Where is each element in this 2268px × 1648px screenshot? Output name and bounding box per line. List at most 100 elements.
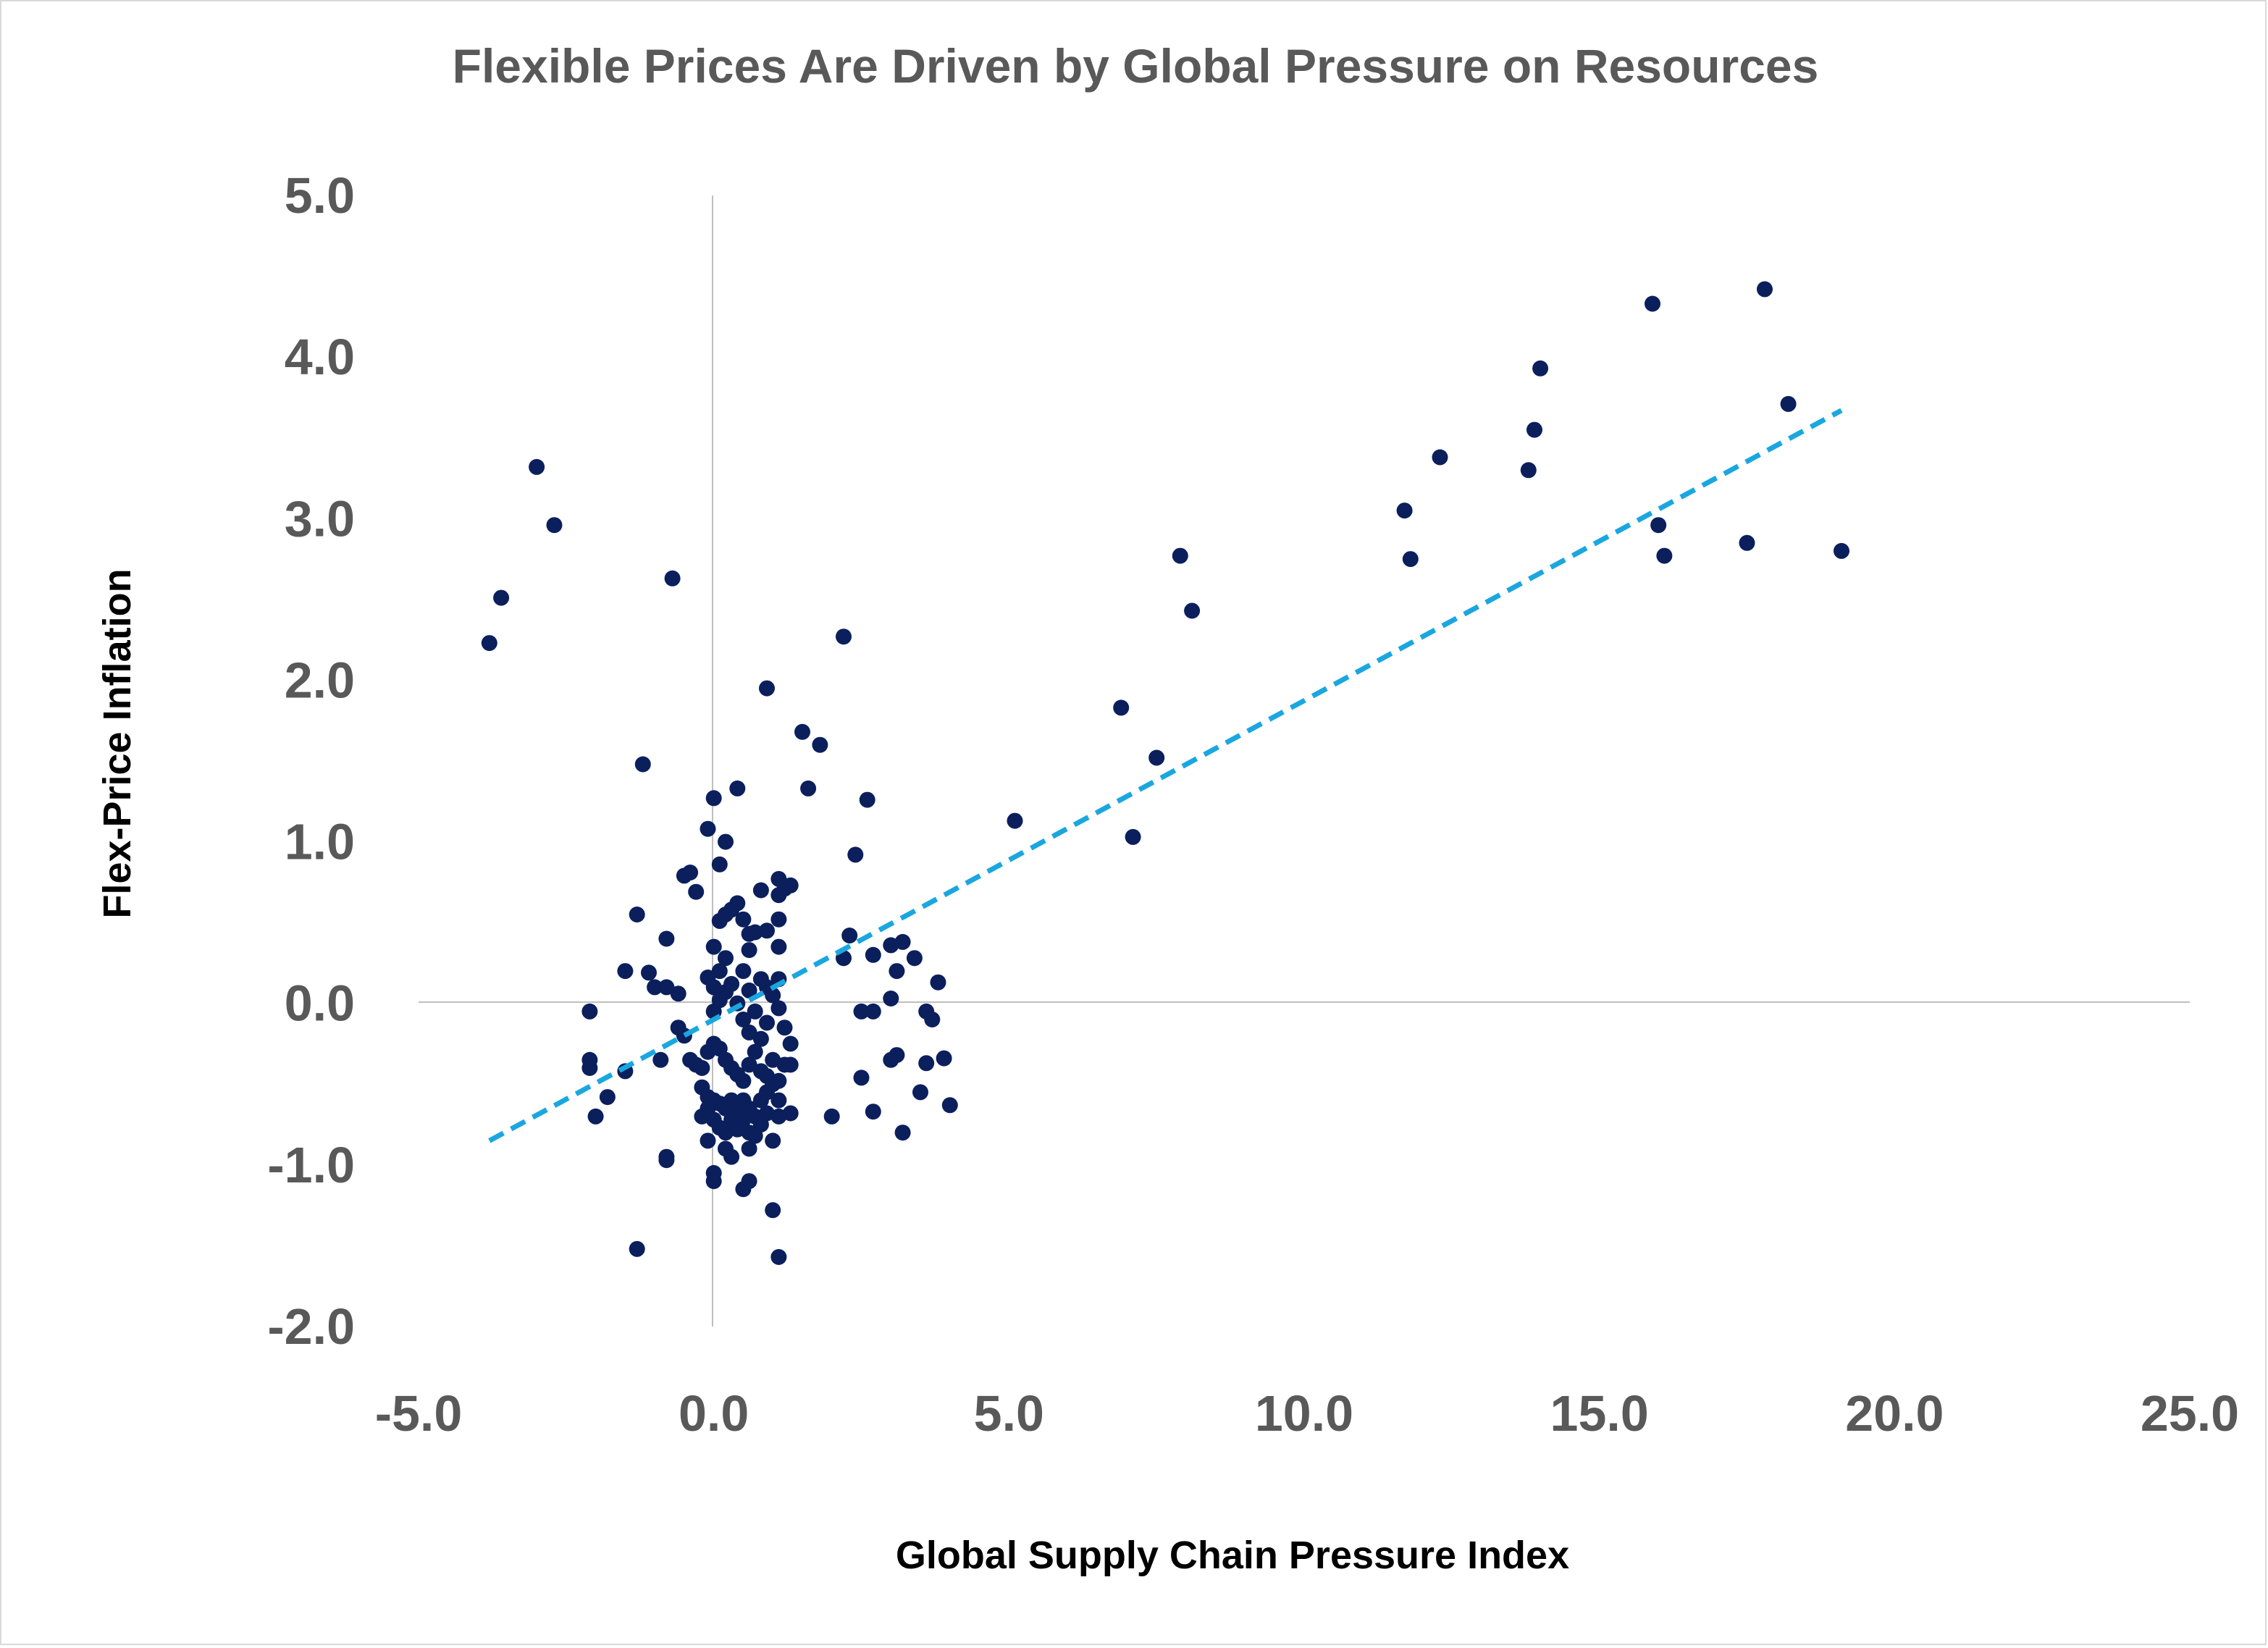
data-point — [1656, 547, 1673, 564]
data-point — [1396, 503, 1413, 519]
data-point — [1834, 542, 1849, 559]
data-point — [581, 1060, 598, 1076]
data-point — [741, 1024, 757, 1040]
data-point — [718, 833, 734, 850]
data-point — [841, 928, 858, 943]
y-tick-label: 1.0 — [285, 814, 355, 870]
data-point — [634, 756, 651, 773]
data-point — [658, 1152, 675, 1169]
data-point — [729, 895, 746, 912]
data-point — [688, 883, 705, 900]
data-point — [770, 1072, 787, 1089]
data-point — [883, 991, 899, 1006]
data-point — [1739, 534, 1755, 551]
data-point — [894, 933, 911, 950]
y-tick-label: 5.0 — [285, 167, 355, 224]
data-point — [694, 1060, 710, 1076]
data-point — [906, 950, 923, 967]
data-point — [546, 517, 563, 534]
data-point — [770, 1108, 787, 1124]
data-point — [735, 963, 752, 980]
data-point — [894, 1124, 911, 1141]
data-point — [481, 635, 497, 652]
y-tick-label: 4.0 — [285, 329, 355, 385]
data-point — [747, 1043, 763, 1060]
y-tick-label: 3.0 — [285, 490, 355, 547]
data-point — [735, 911, 752, 928]
data-point — [1172, 547, 1188, 564]
data-point — [918, 1055, 935, 1072]
data-point — [652, 1051, 669, 1068]
data-point — [770, 1092, 787, 1109]
data-point — [782, 1035, 799, 1052]
data-point — [670, 985, 686, 1002]
data-point — [1402, 551, 1419, 568]
data-point — [664, 570, 681, 587]
data-point — [705, 790, 722, 807]
data-point — [770, 938, 787, 955]
data-point — [741, 942, 757, 959]
data-point — [682, 865, 699, 880]
data-point — [770, 1249, 787, 1265]
data-point — [770, 887, 787, 904]
data-point — [581, 1003, 598, 1020]
data-point — [711, 963, 728, 980]
data-point — [765, 1202, 781, 1219]
data-point — [765, 987, 781, 1004]
data-point — [782, 877, 799, 894]
data-point — [641, 964, 657, 981]
data-point — [1113, 699, 1130, 716]
data-point — [865, 946, 881, 963]
data-point — [700, 820, 716, 837]
y-tick-label: -2.0 — [267, 1298, 355, 1355]
data-point — [1780, 395, 1797, 412]
data-point — [629, 1240, 645, 1257]
x-axis-label: Global Supply Chain Pressure Index — [896, 1534, 1569, 1577]
data-point — [1526, 421, 1542, 438]
data-point — [587, 1108, 604, 1124]
data-point — [1757, 281, 1773, 298]
data-point — [1532, 360, 1549, 377]
data-point — [647, 979, 663, 996]
data-point — [812, 736, 828, 753]
data-point — [1520, 462, 1537, 479]
data-point — [700, 1132, 716, 1149]
y-tick-label: 0.0 — [285, 975, 355, 1032]
data-point — [741, 1140, 757, 1157]
data-point — [853, 1069, 870, 1086]
data-point — [800, 780, 817, 796]
data-point — [718, 950, 734, 967]
data-point — [759, 680, 775, 697]
trendline — [488, 408, 1843, 1143]
data-point — [823, 1108, 840, 1124]
x-tick-label: 25.0 — [2141, 1385, 2239, 1442]
data-point — [1184, 602, 1201, 619]
data-point — [599, 1089, 616, 1106]
data-point — [711, 856, 728, 873]
data-point — [658, 979, 675, 996]
data-point — [853, 1003, 870, 1020]
y-tick-label: -1.0 — [267, 1137, 355, 1193]
data-point — [930, 974, 946, 991]
data-point — [912, 1084, 928, 1101]
data-point — [883, 1051, 899, 1068]
x-tick-label: 15.0 — [1550, 1385, 1649, 1442]
x-tick-label: 0.0 — [679, 1385, 749, 1442]
data-point — [493, 589, 510, 606]
data-point — [865, 1103, 881, 1120]
data-point — [776, 1020, 793, 1036]
data-point — [747, 1003, 763, 1020]
data-point — [765, 1132, 781, 1149]
data-point — [759, 922, 775, 939]
data-point — [865, 1003, 881, 1020]
data-point — [741, 982, 757, 999]
x-tick-label: -5.0 — [375, 1385, 463, 1442]
data-point — [1645, 295, 1660, 312]
data-point — [759, 1014, 775, 1031]
data-point — [1148, 749, 1165, 766]
data-point — [941, 1097, 958, 1114]
data-point — [847, 846, 864, 863]
data-point — [723, 975, 740, 992]
data-point — [770, 911, 787, 928]
